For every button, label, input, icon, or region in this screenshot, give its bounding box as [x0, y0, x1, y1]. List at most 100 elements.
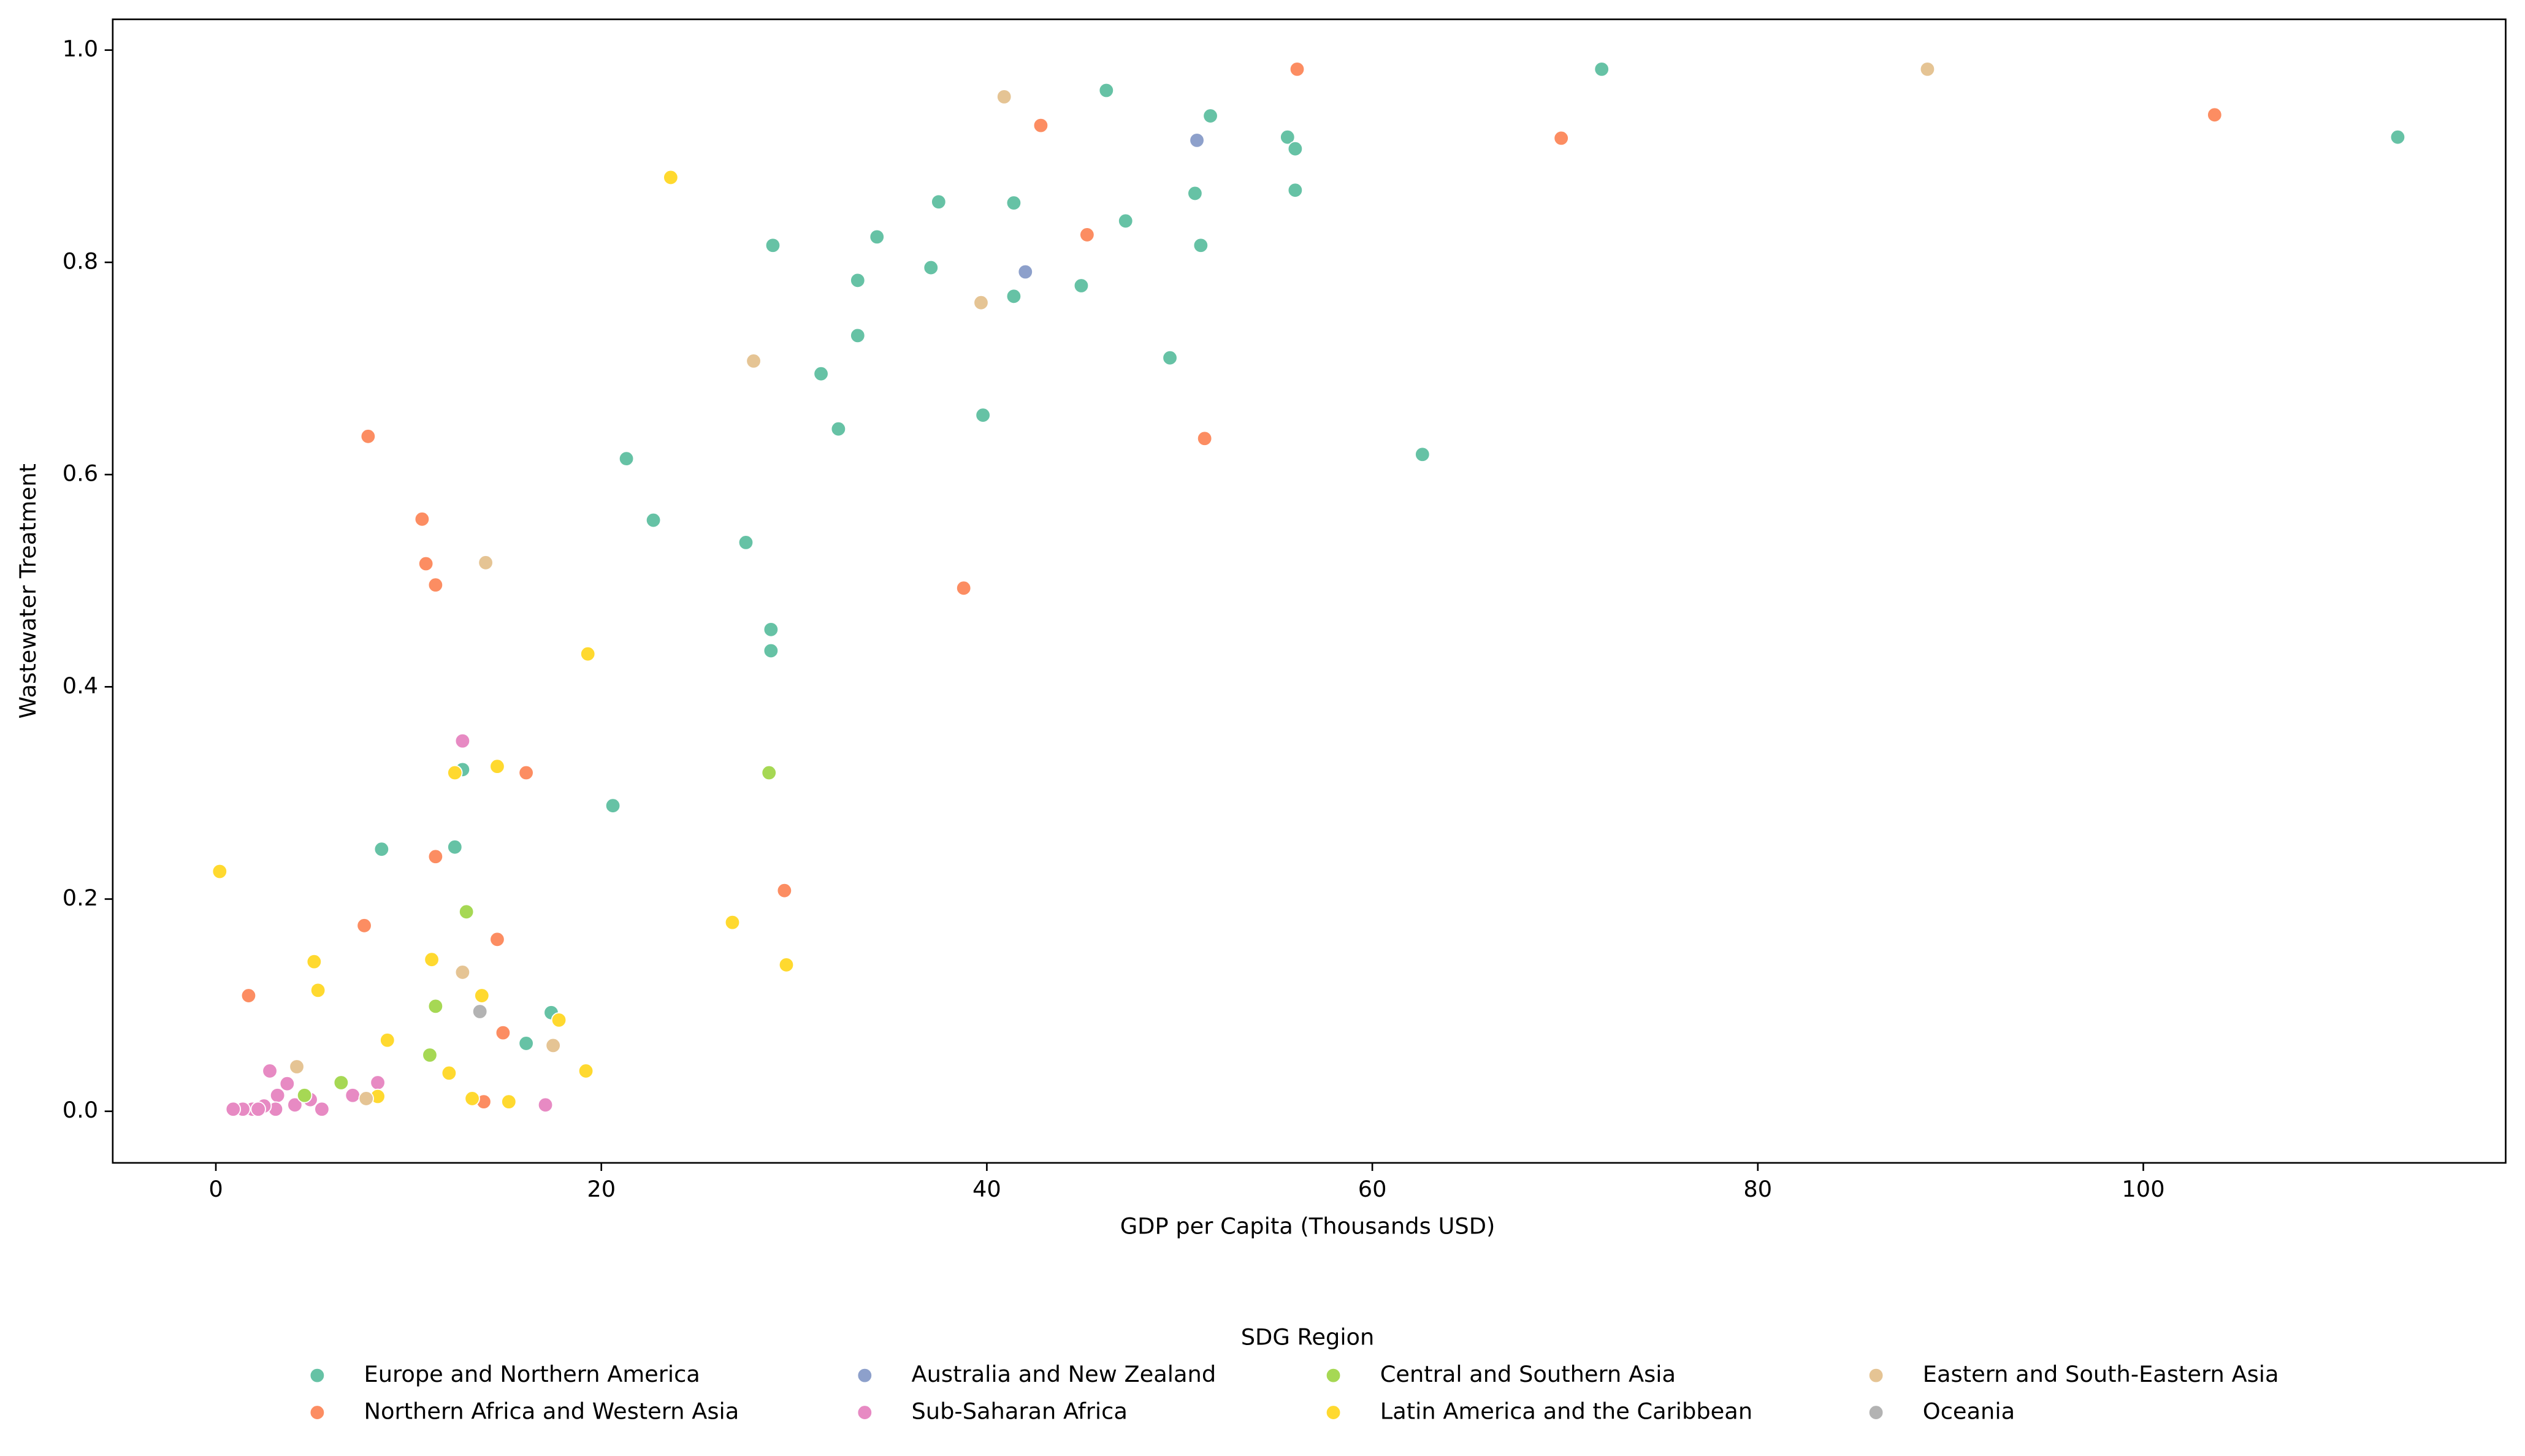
point — [289, 1059, 305, 1075]
y-tick-label: 0.0 — [63, 1097, 98, 1123]
point — [1280, 129, 1296, 145]
point — [778, 957, 795, 973]
legend-marker — [857, 1367, 873, 1384]
point — [1079, 227, 1095, 243]
point — [850, 272, 866, 289]
point — [212, 863, 228, 880]
point — [427, 998, 444, 1015]
point — [1118, 213, 1134, 229]
point — [1594, 61, 1610, 77]
point — [663, 169, 679, 186]
point — [269, 1088, 286, 1103]
legend-title: SDG Region — [1241, 1324, 1375, 1351]
point — [310, 982, 326, 999]
point — [1189, 132, 1205, 148]
point — [474, 988, 490, 1004]
legend-marker — [1868, 1405, 1884, 1420]
point — [360, 429, 376, 444]
point — [518, 764, 534, 781]
point — [973, 294, 989, 311]
point — [495, 1024, 511, 1041]
point — [356, 918, 372, 934]
point — [333, 1075, 350, 1091]
x-tick-label: 100 — [2122, 1176, 2164, 1202]
y-tick-label: 0.6 — [63, 460, 98, 487]
point — [370, 1075, 386, 1091]
point — [358, 1091, 374, 1107]
x-tick-label: 0 — [208, 1176, 223, 1202]
point — [578, 1063, 594, 1079]
point — [427, 577, 444, 593]
y-tick-label: 0.8 — [63, 248, 98, 274]
point — [464, 1091, 480, 1107]
point — [373, 841, 390, 857]
point — [1017, 264, 1034, 280]
point — [518, 1035, 534, 1051]
point — [931, 194, 947, 210]
point — [458, 904, 475, 920]
point — [746, 353, 762, 369]
legend-marker — [1325, 1405, 1342, 1420]
point — [551, 1012, 567, 1028]
x-tick-label: 20 — [587, 1176, 616, 1202]
point — [605, 798, 621, 814]
legend-label: Sub-Saharan Africa — [911, 1398, 1127, 1425]
point — [1162, 349, 1178, 366]
point — [765, 237, 781, 253]
point — [955, 580, 972, 597]
point — [738, 535, 754, 551]
point — [1006, 195, 1022, 211]
point — [724, 914, 741, 931]
point — [447, 764, 463, 781]
point — [501, 1094, 517, 1110]
point — [1919, 61, 1936, 77]
point — [424, 951, 440, 967]
legend-label: Australia and New Zealand — [911, 1361, 1216, 1387]
point — [1415, 446, 1431, 462]
point — [240, 988, 257, 1004]
point — [1287, 182, 1304, 198]
point — [923, 259, 939, 276]
point — [1196, 430, 1213, 447]
point — [441, 1065, 457, 1081]
point — [1033, 117, 1049, 134]
y-tick-label: 0.2 — [63, 885, 98, 911]
legend-label: Eastern and South-Eastern Asia — [1923, 1361, 2279, 1387]
legend-label: Northern Africa and Western Asia — [364, 1398, 739, 1425]
point — [776, 882, 793, 899]
point — [1098, 82, 1115, 99]
legend-label: Latin America and the Caribbean — [1380, 1398, 1752, 1425]
legend-label: Central and Southern Asia — [1380, 1361, 1676, 1387]
point — [225, 1101, 242, 1118]
point — [1289, 61, 1305, 77]
point — [830, 421, 847, 437]
point — [478, 555, 494, 571]
point — [306, 953, 323, 970]
y-axis-label: Wastewater Treatment — [15, 463, 41, 718]
point — [763, 642, 779, 659]
legend-label: Europe and Northern America — [364, 1361, 700, 1387]
legend-marker — [857, 1405, 873, 1420]
legend-marker — [1868, 1367, 1884, 1384]
point — [380, 1032, 395, 1048]
point — [1073, 278, 1090, 294]
point — [296, 1088, 313, 1103]
point — [472, 1004, 488, 1020]
x-axis-label: GDP per Capita (Thousands USD) — [1120, 1213, 1496, 1239]
x-tick-label: 80 — [1743, 1176, 1772, 1202]
point — [579, 646, 596, 662]
point — [414, 511, 430, 527]
x-tick-label: 40 — [972, 1176, 1001, 1202]
point — [850, 327, 866, 344]
point — [618, 451, 635, 467]
point — [545, 1037, 561, 1054]
point — [763, 622, 779, 638]
point — [975, 407, 991, 423]
legend-marker — [1325, 1367, 1342, 1384]
point — [489, 931, 505, 948]
point — [447, 839, 463, 855]
point — [454, 733, 471, 749]
point — [813, 365, 829, 382]
